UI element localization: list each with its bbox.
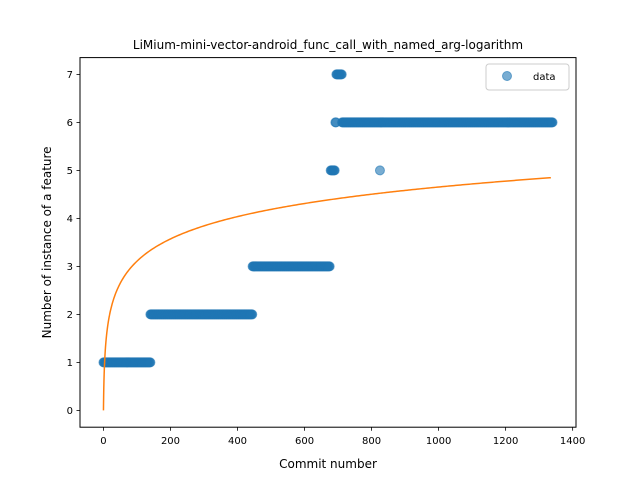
scatter-run — [247, 261, 335, 272]
x-tick-label: 600 — [295, 436, 314, 447]
scatter-run — [98, 357, 156, 368]
x-axis-label: Commit number — [279, 457, 377, 471]
scatter-run — [337, 117, 558, 128]
x-tick-label: 400 — [228, 436, 247, 447]
scatter-run — [331, 69, 347, 80]
scatter-point — [374, 165, 385, 176]
x-tick-label: 1400 — [560, 436, 585, 447]
scatter-point — [336, 69, 347, 80]
scatter-point — [329, 165, 340, 176]
x-tick-label: 1200 — [493, 436, 518, 447]
y-tick-label: 0 — [67, 406, 73, 417]
legend-marker-data — [502, 71, 512, 81]
scatter-point — [547, 117, 558, 128]
legend: data — [485, 63, 570, 91]
x-tick-label: 800 — [362, 436, 381, 447]
fit-line — [102, 176, 551, 411]
x-tick-label: 200 — [161, 436, 180, 447]
scatter-point — [324, 261, 335, 272]
y-tick-label: 2 — [67, 310, 73, 321]
y-tick-label: 7 — [67, 70, 73, 81]
y-tick-label: 3 — [67, 262, 73, 273]
plot-frame — [79, 57, 577, 428]
y-tick-label: 6 — [67, 118, 73, 129]
plot-data — [98, 69, 558, 411]
y-tick-label: 1 — [67, 358, 73, 369]
scatter-run — [325, 165, 340, 176]
scatter-point — [145, 357, 156, 368]
y-tick-label: 4 — [67, 214, 73, 225]
y-tick-label: 5 — [67, 166, 73, 177]
x-tick-label: 1000 — [426, 436, 451, 447]
scatter-point — [247, 309, 258, 320]
legend-box — [485, 63, 570, 91]
x-tick-label: 0 — [100, 436, 106, 447]
y-axis: 0 1 2 3 4 5 6 7 — [67, 70, 80, 417]
x-axis: 0 200 400 600 800 1000 1200 1400 — [100, 427, 585, 447]
y-axis-label: Number of instance of a feature — [40, 146, 54, 338]
chart-title: LiMium-mini-vector-android_func_call_wit… — [133, 38, 523, 52]
scatter-run — [145, 309, 258, 320]
legend-label-data: data — [533, 72, 556, 83]
